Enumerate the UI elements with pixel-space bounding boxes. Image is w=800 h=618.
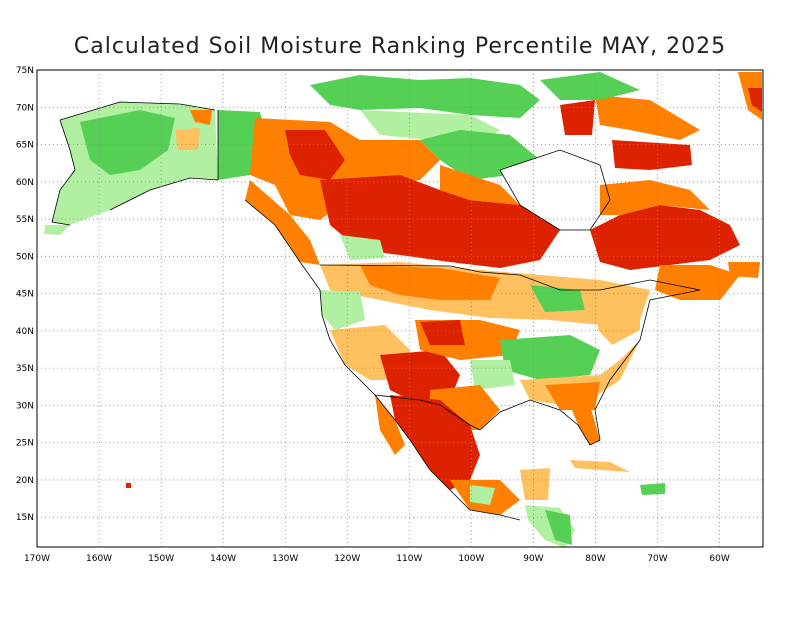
us-northwest-wet bbox=[320, 290, 365, 330]
lat-tick-label: 35N bbox=[16, 364, 34, 374]
alaska-southwest-wet bbox=[44, 225, 70, 235]
lat-tick-label: 55N bbox=[16, 215, 34, 225]
map-frame bbox=[36, 69, 764, 548]
newfoundland-dry bbox=[728, 262, 760, 278]
yucatan-light bbox=[520, 468, 550, 500]
map-title: Calculated Soil Moisture Ranking Percent… bbox=[73, 34, 727, 59]
lat-tick-label: 50N bbox=[16, 252, 34, 262]
us-southeast-dry bbox=[545, 382, 600, 410]
greenland-very-dry bbox=[748, 88, 762, 112]
lat-tick-label: 70N bbox=[16, 103, 34, 113]
lat-tick-label: 65N bbox=[16, 141, 34, 151]
lon-tick-label: 170W bbox=[24, 554, 50, 564]
us-north-dry bbox=[360, 265, 500, 300]
longitude-tick-labels: 170W 160W 150W 140W 130W 120W 110W 100W 90W 80W 70… bbox=[24, 554, 730, 564]
lon-tick-label: 150W bbox=[148, 554, 174, 564]
manitoba-dry-region bbox=[440, 165, 520, 205]
us-canada-border bbox=[319, 264, 701, 291]
lat-tick-label: 60N bbox=[16, 178, 34, 188]
mexico-dry bbox=[375, 395, 405, 455]
central-america-very-wet bbox=[545, 510, 572, 545]
lat-tick-label: 30N bbox=[16, 401, 34, 411]
cuba-light bbox=[570, 460, 630, 472]
baffin-dry-region bbox=[560, 100, 595, 135]
lat-tick-label: 15N bbox=[16, 513, 34, 523]
lon-tick-label: 130W bbox=[272, 554, 298, 564]
gulf-coast bbox=[479, 289, 701, 446]
mexico-wet-patch bbox=[470, 485, 495, 505]
maritimes-dry-region bbox=[655, 265, 740, 300]
hispaniola-wet bbox=[640, 483, 665, 495]
coastlines-and-borders bbox=[51, 101, 701, 521]
us-east-coast-light bbox=[598, 300, 640, 345]
us-plains-very-dry bbox=[420, 320, 465, 345]
baffin-dry-orange bbox=[595, 95, 700, 140]
lon-tick-label: 60W bbox=[709, 554, 729, 564]
quebec-very-dry-region bbox=[590, 205, 740, 270]
prairies-wet-patches bbox=[340, 235, 385, 260]
bc-dry-region bbox=[245, 180, 320, 265]
lon-tick-label: 160W bbox=[86, 554, 112, 564]
lon-tick-label: 70W bbox=[647, 554, 667, 564]
hudson-bay-water bbox=[500, 150, 610, 230]
alaska-dry-patch bbox=[190, 110, 212, 125]
lon-tick-label: 110W bbox=[396, 554, 422, 564]
lon-tick-label: 100W bbox=[458, 554, 484, 564]
florida-dry bbox=[570, 405, 600, 445]
great-lakes-wet bbox=[530, 285, 585, 312]
mexico-us-border bbox=[374, 394, 481, 431]
mexico-very-dry bbox=[390, 395, 480, 490]
percentile-shading bbox=[44, 72, 762, 548]
quebec-dry-region bbox=[600, 180, 710, 215]
lat-tick-label: 45N bbox=[16, 290, 34, 300]
nwt-very-dry-region bbox=[285, 130, 345, 180]
lon-tick-label: 80W bbox=[585, 554, 605, 564]
baffin-wet-region bbox=[540, 72, 640, 100]
us-midwest-wet bbox=[500, 335, 600, 380]
alaska-dry-patch-2 bbox=[175, 128, 200, 150]
lat-tick-label: 20N bbox=[16, 476, 34, 486]
arctic-wet-islands bbox=[310, 75, 540, 118]
latitude-tick-labels: 75N 70N 65N 60N 55N 50N 45N 40N 35N 30N 25N 20N 15N bbox=[16, 66, 34, 523]
alaska-very-wet-region bbox=[80, 110, 175, 175]
lat-tick-label: 25N bbox=[16, 439, 34, 449]
hudson-bay-coast bbox=[499, 149, 611, 231]
lat-tick-label: 40N bbox=[16, 327, 34, 337]
lon-tick-label: 120W bbox=[334, 554, 360, 564]
labrador-dry-region bbox=[612, 140, 692, 170]
hawaii-very-dry bbox=[126, 483, 131, 488]
lat-tick-label: 75N bbox=[16, 66, 34, 76]
lon-tick-label: 140W bbox=[210, 554, 236, 564]
lon-tick-label: 90W bbox=[523, 554, 543, 564]
us-midwest-light-wet bbox=[470, 360, 515, 390]
